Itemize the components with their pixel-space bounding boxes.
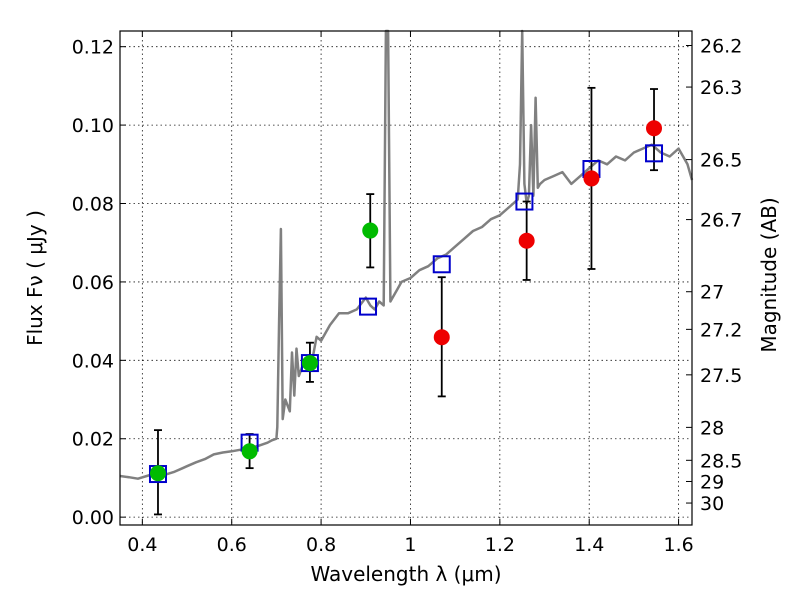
- right-tick-label: 26.5: [700, 150, 742, 172]
- y-tick-label: 0.00: [72, 507, 114, 529]
- right-tick-label: 26.7: [700, 210, 742, 232]
- y-tick-label: 0.04: [72, 350, 114, 372]
- observed-point: [646, 120, 663, 137]
- x-tick-label: 1: [404, 534, 416, 556]
- y-tick-label: 0.08: [72, 194, 114, 216]
- right-tick-label: 27.2: [700, 319, 742, 341]
- x-tick-label: 0.6: [217, 534, 247, 556]
- right-tick-label: 28.5: [700, 450, 742, 472]
- grid-layer: [120, 31, 692, 525]
- x-axis-label: Wavelength λ (μm): [310, 562, 501, 586]
- observed-point: [149, 465, 166, 482]
- model-photometry-point: [432, 255, 451, 274]
- x-tick-label: 0.4: [127, 534, 157, 556]
- right-tick-label: 28: [700, 417, 724, 439]
- plot-frame: [119, 30, 693, 526]
- x-tick-label: 0.8: [306, 534, 336, 556]
- y-tick-label: 0.06: [72, 272, 114, 294]
- x-tick-label: 1.6: [663, 534, 693, 556]
- right-tick-label: 26.3: [700, 77, 742, 99]
- model-photometry-point: [359, 297, 378, 316]
- marker-layer: [148, 120, 664, 484]
- right-tick-label: 29: [700, 471, 724, 493]
- x-tick-label: 1.4: [574, 534, 604, 556]
- right-tick-label: 27.5: [700, 365, 742, 387]
- observed-point: [518, 232, 535, 249]
- right-tick-label: 26.2: [700, 36, 742, 58]
- observed-point: [301, 355, 318, 372]
- x-tick-label: 1.2: [485, 534, 515, 556]
- right-tick-label: 30: [700, 493, 724, 515]
- y-axis-label: Flux Fν ( μJy ): [23, 210, 47, 346]
- y-tick-label: 0.12: [72, 37, 114, 59]
- observed-point: [362, 222, 379, 239]
- right-tick-label: 27: [700, 282, 724, 304]
- model-photometry-point: [515, 192, 534, 211]
- model-photometry-point: [645, 144, 664, 163]
- observed-point: [433, 329, 450, 346]
- y-right-axis-label: Magnitude (AB): [757, 197, 781, 352]
- observed-point: [241, 443, 258, 460]
- tick-layer: 0.4 0.6 0.8 1 1.2 1.4 1.6 0.00 0.02 0.04 0.06 0.08 0…: [72, 31, 742, 556]
- y-tick-label: 0.02: [72, 429, 114, 451]
- observed-point: [583, 170, 600, 187]
- spectrum-layer: [119, 29, 694, 480]
- model-spectrum-line: [119, 29, 694, 480]
- y-tick-label: 0.10: [72, 115, 114, 137]
